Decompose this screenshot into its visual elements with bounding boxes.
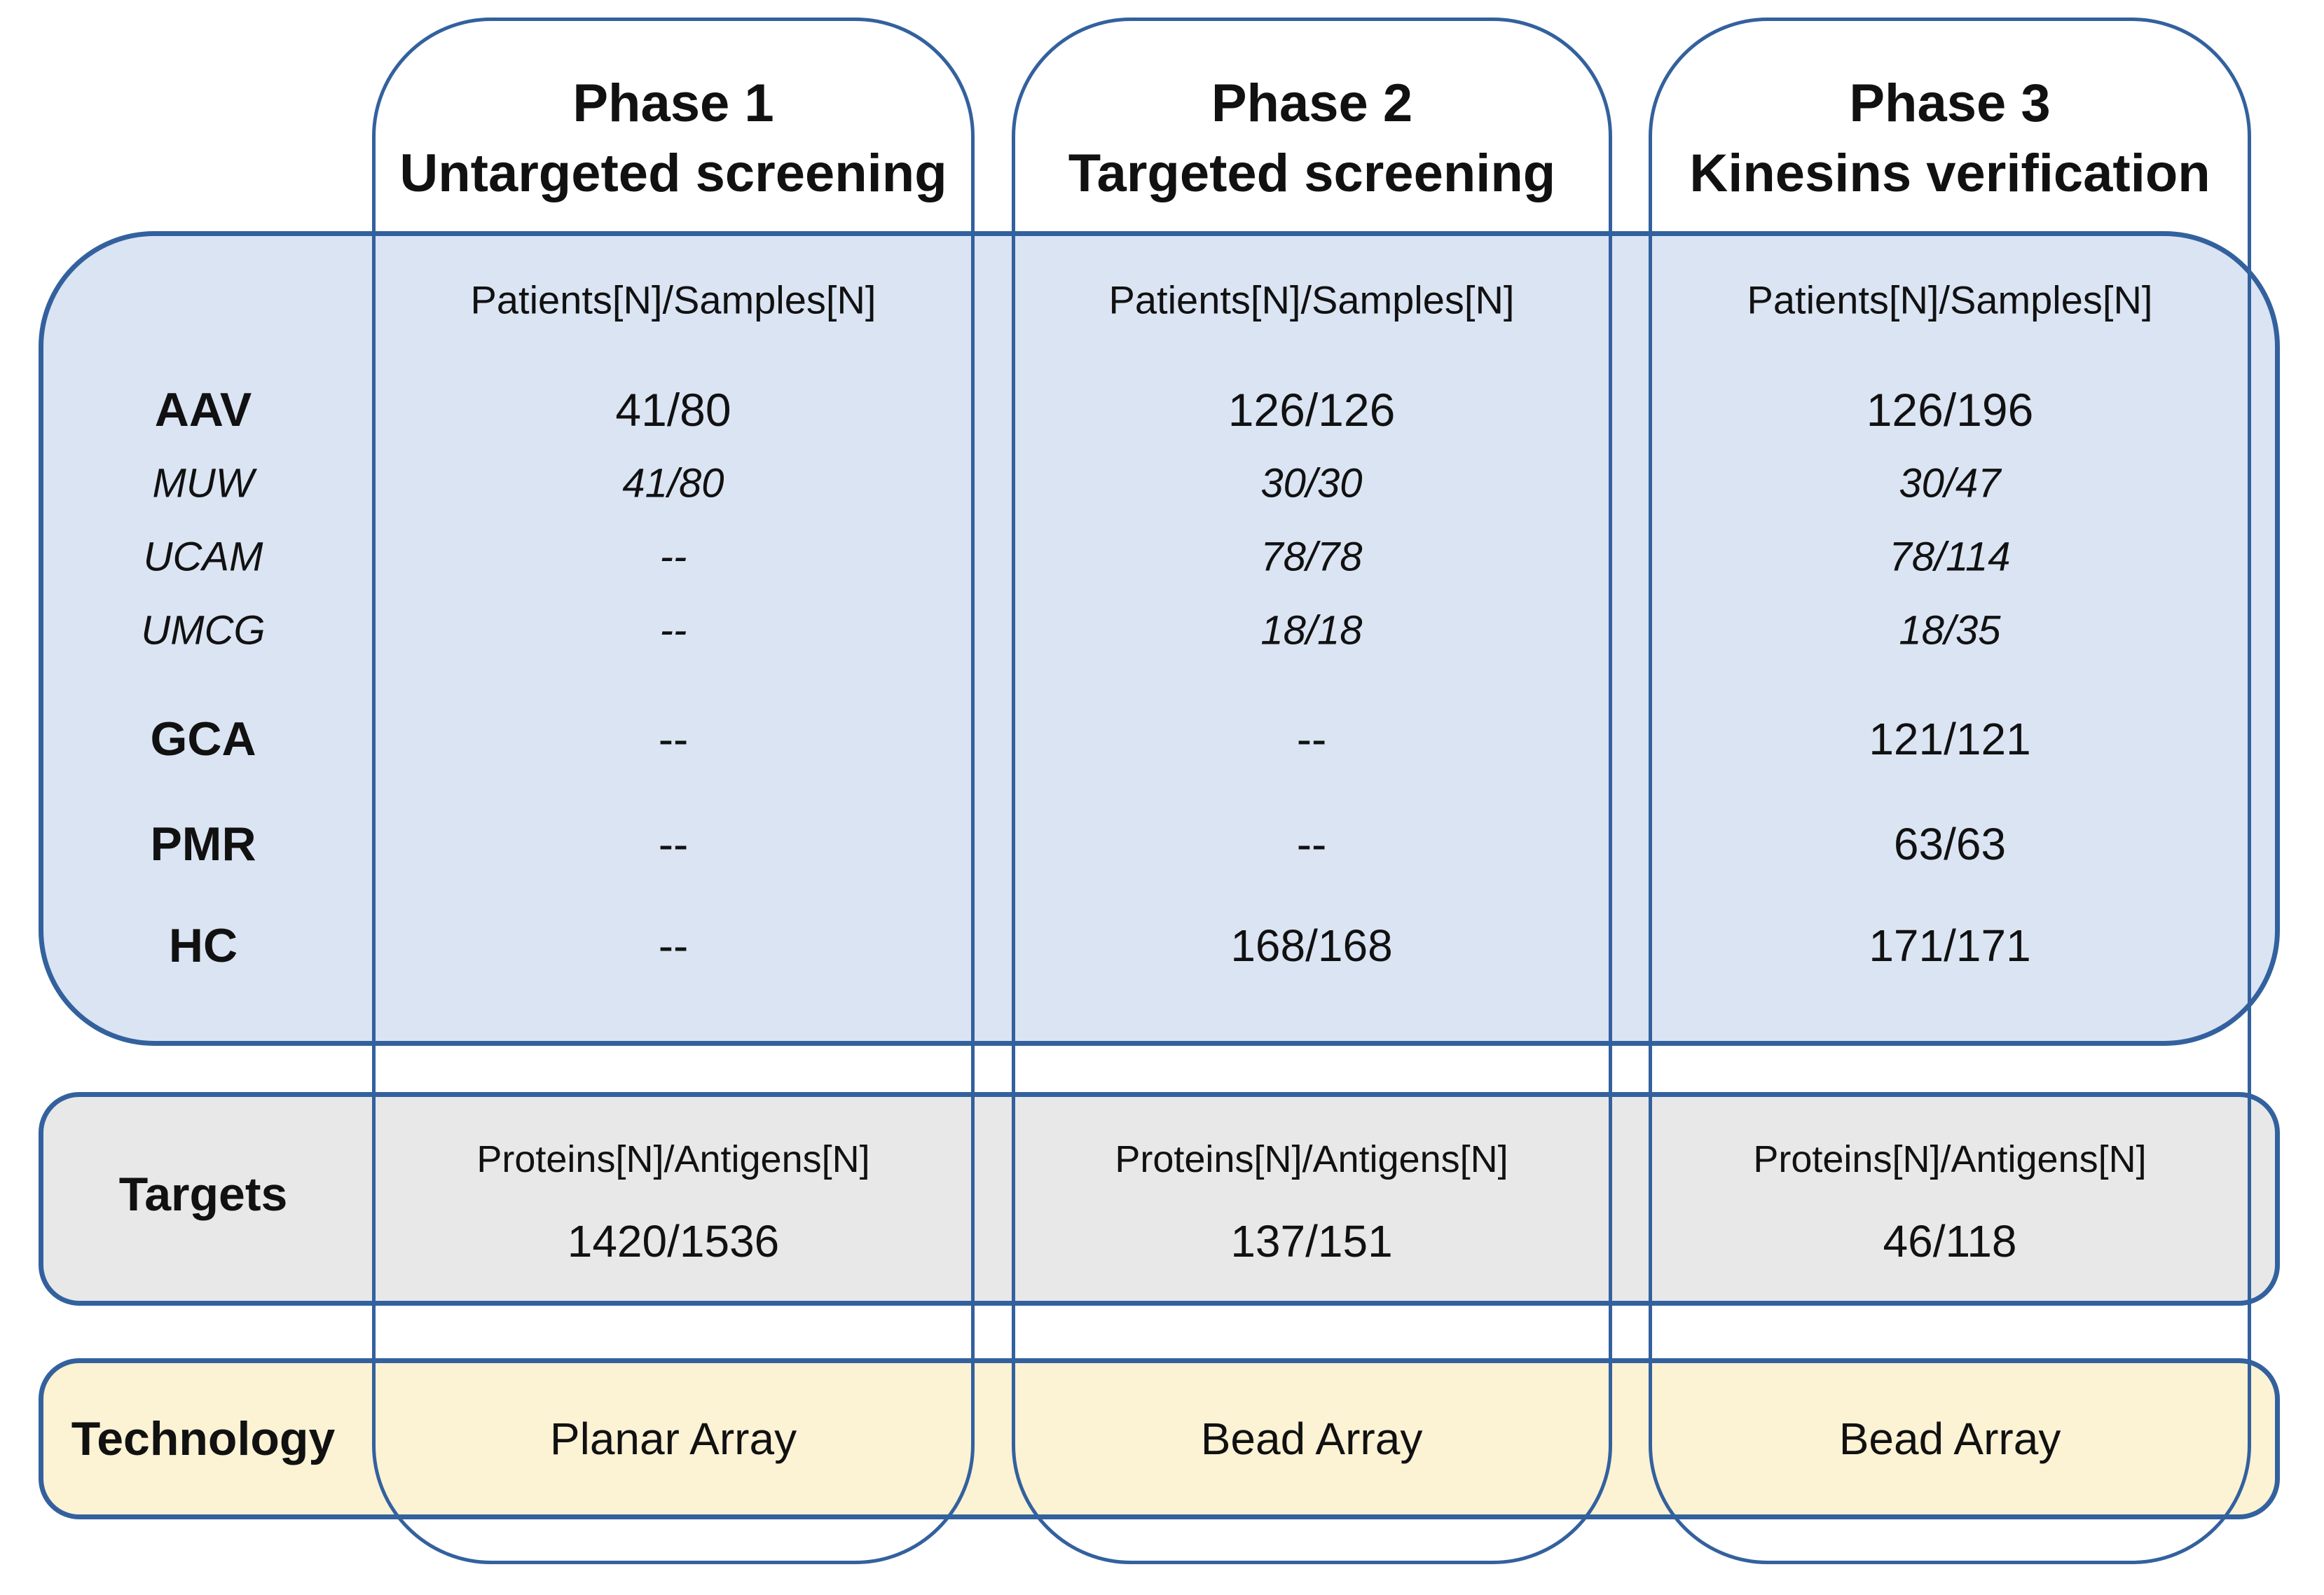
cell-muw-phase3: 30/47 xyxy=(1899,460,2001,506)
cell-aav-phase3: 126/196 xyxy=(1866,384,2034,436)
cell-technology-phase3: Bead Array xyxy=(1838,1414,2061,1464)
cell-muw-phase2: 30/30 xyxy=(1260,460,1363,506)
phase2-targets-header: Proteins[N]/Antigens[N] xyxy=(1115,1138,1508,1180)
phase2-title: Phase 2 xyxy=(1211,74,1413,133)
cell-hc-phase2: 168/168 xyxy=(1230,920,1393,971)
targets-band xyxy=(39,1092,2280,1306)
row-label-pmr: PMR xyxy=(150,817,256,871)
phase2-patients-samples-header: Patients[N]/Samples[N] xyxy=(1108,277,1515,322)
phase3-targets-header: Proteins[N]/Antigens[N] xyxy=(1753,1138,2147,1180)
phase3-header: Phase 3 Kinesins verification xyxy=(1652,69,2248,209)
cell-pmr-phase2: -- xyxy=(1296,819,1327,869)
cell-pmr-phase3: 63/63 xyxy=(1893,819,2007,869)
phase1-header: Phase 1 Untargeted screening xyxy=(376,69,971,209)
row-label-gca: GCA xyxy=(150,712,256,766)
phase1-title: Phase 1 xyxy=(572,74,774,133)
cell-ucam-phase2: 78/78 xyxy=(1260,534,1363,580)
phase1-subtitle: Untargeted screening xyxy=(399,144,947,203)
cell-gca-phase1: -- xyxy=(658,714,689,764)
cell-aav-phase1: 41/80 xyxy=(615,384,731,436)
cell-umcg-phase3: 18/35 xyxy=(1899,607,2001,654)
cell-gca-phase3: 121/121 xyxy=(1869,714,2031,764)
cell-pmr-phase1: -- xyxy=(658,819,689,869)
row-label-targets: Targets xyxy=(118,1168,288,1221)
row-label-ucam: UCAM xyxy=(143,534,263,580)
row-label-hc: HC xyxy=(168,919,238,972)
cell-umcg-phase2: 18/18 xyxy=(1260,607,1363,654)
cell-umcg-phase1: -- xyxy=(659,607,687,654)
cell-hc-phase3: 171/171 xyxy=(1869,920,2031,971)
cell-hc-phase1: -- xyxy=(658,920,689,971)
patients-samples-band xyxy=(39,231,2280,1046)
cell-aav-phase2: 126/126 xyxy=(1228,384,1396,436)
phase3-title: Phase 3 xyxy=(1849,74,2051,133)
phase3-patients-samples-header: Patients[N]/Samples[N] xyxy=(1747,277,2153,322)
phase1-column: Phase 1 Untargeted screening xyxy=(372,18,975,1564)
phase2-subtitle: Targeted screening xyxy=(1068,144,1556,203)
cell-ucam-phase3: 78/114 xyxy=(1889,534,2011,580)
phase2-column: Phase 2 Targeted screening xyxy=(1012,18,1612,1564)
cell-muw-phase1: 41/80 xyxy=(622,460,724,506)
cell-technology-phase1: Planar Array xyxy=(549,1414,797,1464)
cell-technology-phase2: Bead Array xyxy=(1200,1414,1423,1464)
row-label-umcg: UMCG xyxy=(141,607,266,654)
phase1-patients-samples-header: Patients[N]/Samples[N] xyxy=(470,277,876,322)
phase3-subtitle: Kinesins verification xyxy=(1689,144,2210,203)
phase1-targets-header: Proteins[N]/Antigens[N] xyxy=(476,1138,870,1180)
row-label-technology: Technology xyxy=(71,1412,336,1465)
row-label-aav: AAV xyxy=(154,383,252,436)
cell-gca-phase2: -- xyxy=(1296,714,1327,764)
cell-targets-phase3: 46/118 xyxy=(1883,1216,2017,1266)
cell-ucam-phase1: -- xyxy=(659,534,687,580)
phase3-column: Phase 3 Kinesins verification xyxy=(1649,18,2251,1564)
cell-targets-phase2: 137/151 xyxy=(1230,1216,1393,1266)
row-label-muw: MUW xyxy=(152,460,254,506)
phase2-header: Phase 2 Targeted screening xyxy=(1015,69,1609,209)
cell-targets-phase1: 1420/1536 xyxy=(567,1216,780,1266)
